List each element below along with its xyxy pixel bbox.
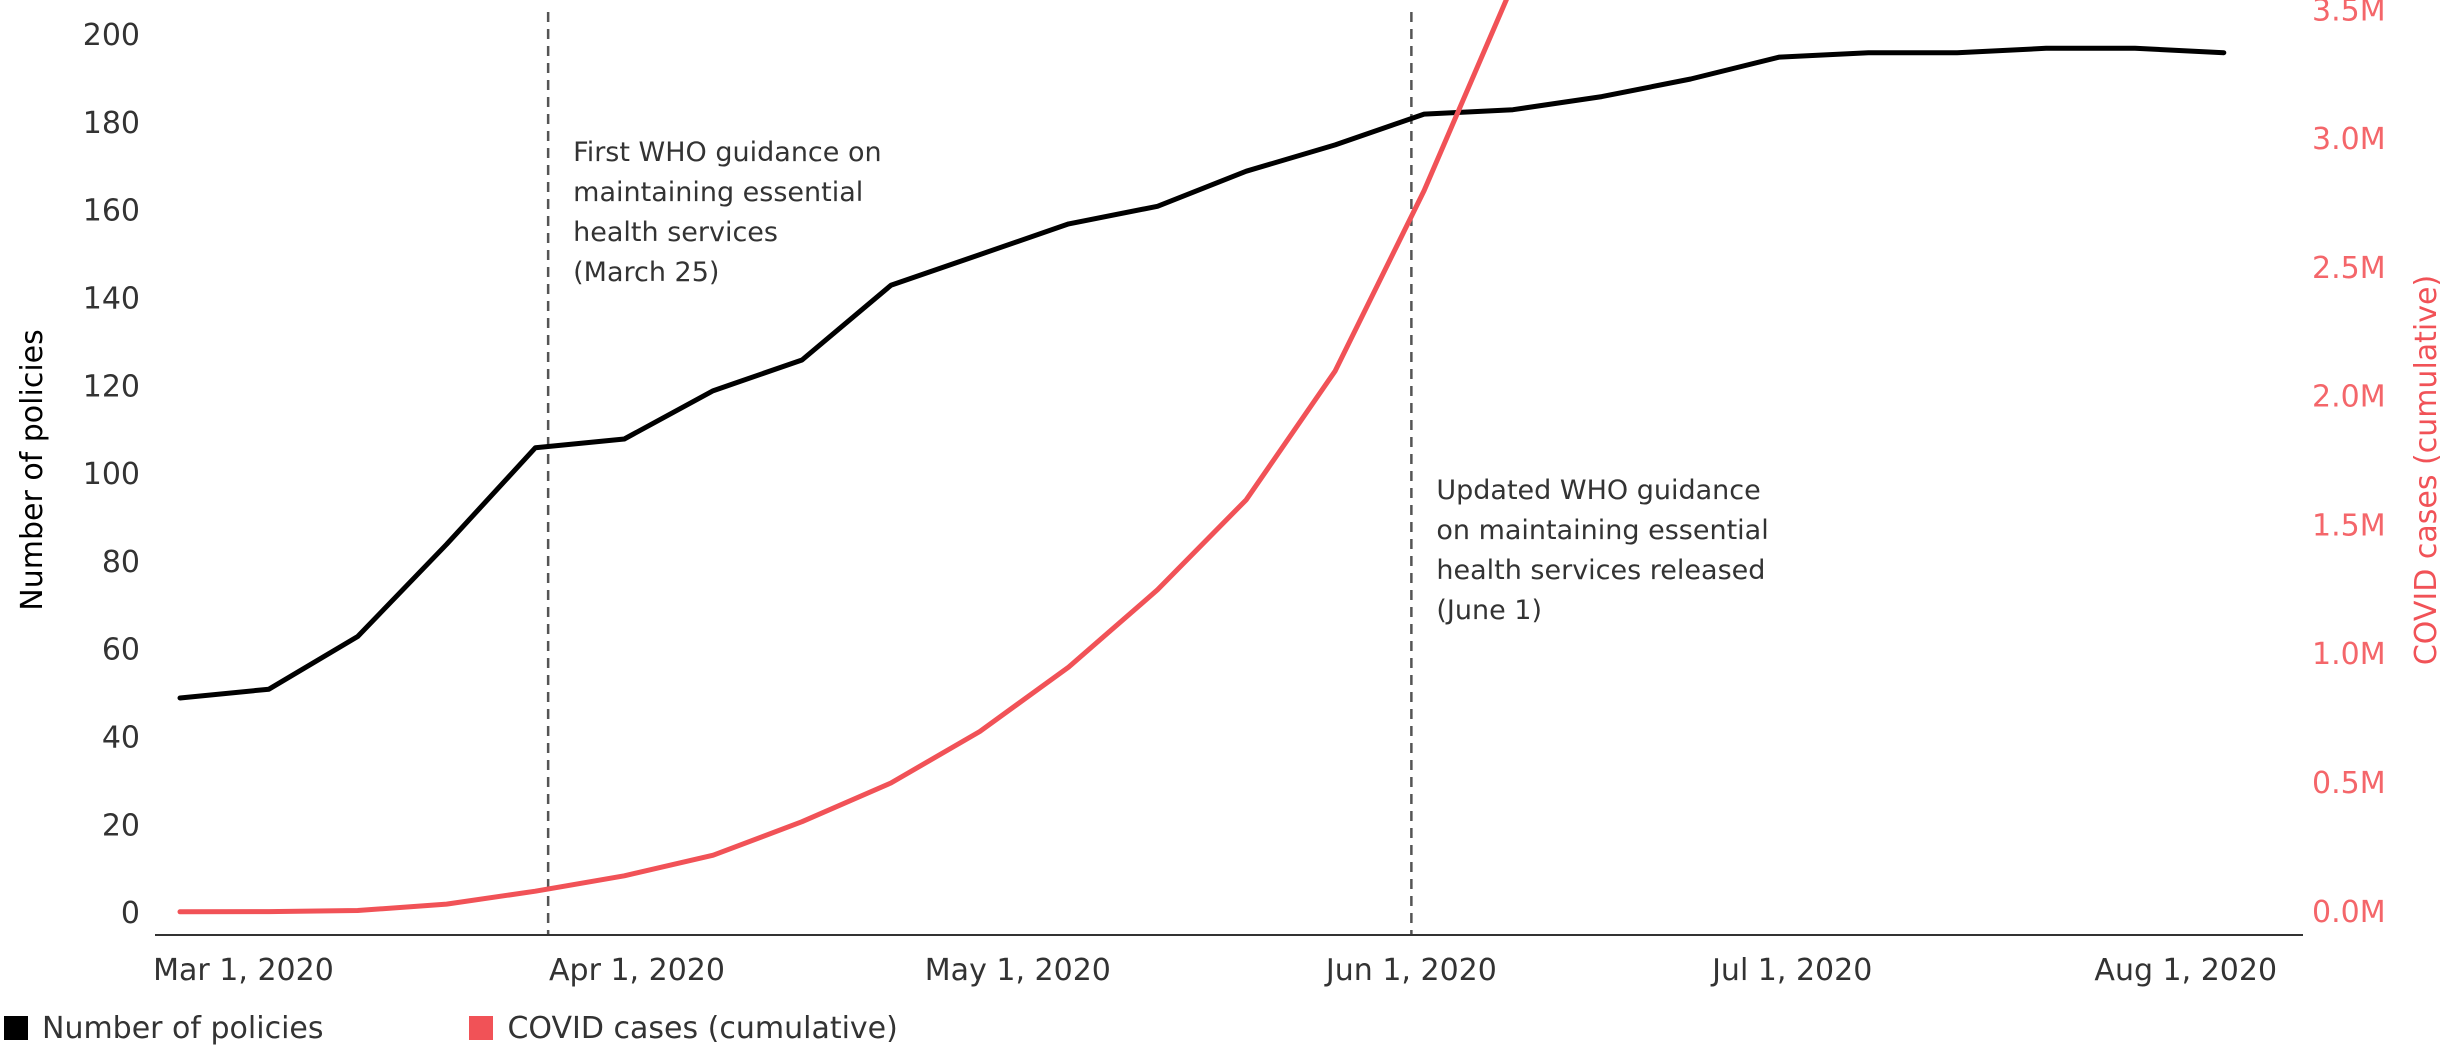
reference-lines	[546, 12, 1413, 935]
annotations: First WHO guidance on maintaining essenti…	[573, 137, 1769, 626]
left-tick-label-0: 0	[121, 896, 140, 931]
x-tick-label-aug-1-2020: Aug 1, 2020	[2094, 953, 2277, 988]
right-axis-ticks: 0.0M 0.5M 1.0M 1.5M 2.0M 2.5M 3.0M 3.5M	[2312, 0, 2386, 930]
right-tick-label-0-0m: 0.0M	[2312, 895, 2386, 930]
right-tick-label-2-5m: 2.5M	[2312, 251, 2386, 286]
x-tick-label-apr-1-2020: Apr 1, 2020	[549, 953, 725, 988]
left-tick-label-20: 20	[102, 808, 140, 843]
left-tick-label-80: 80	[102, 545, 140, 580]
right-tick-label-1-0m: 1.0M	[2312, 637, 2386, 672]
annotation-1: First WHO guidance on maintaining essenti…	[573, 137, 881, 288]
series-line-number-of-policies	[177, 45, 2227, 701]
legend-item-policies: Number of policies	[4, 1011, 323, 1046]
legend: Number of policies COVID cases (cumulati…	[4, 1008, 898, 1048]
left-axis-ticks: 0 20 40 60 80 100 120 140 160 180 200	[83, 18, 140, 931]
x-axis-ticks: Mar 1, 2020 Apr 1, 2020 May 1, 2020 Jun 1, …	[153, 953, 2277, 988]
left-tick-label-40: 40	[102, 720, 140, 755]
series-line-covid-cases-cumulative	[177, 0, 1509, 915]
annotation-2-line-1: Updated WHO guidance	[1436, 475, 1760, 506]
left-tick-label-100: 100	[83, 457, 140, 492]
legend-swatch-covid-cases	[469, 1016, 494, 1040]
annotation-1-line-4: (March 25)	[573, 257, 719, 288]
left-tick-label-60: 60	[102, 633, 140, 668]
annotation-2-line-2: on maintaining essential	[1436, 515, 1768, 546]
right-tick-label-2-0m: 2.0M	[2312, 380, 2386, 415]
right-tick-label-1-5m: 1.5M	[2312, 508, 2386, 543]
annotation-1-line-2: maintaining essential	[573, 177, 863, 208]
x-tick-label-jul-1-2020: Jul 1, 2020	[1710, 953, 1872, 988]
legend-swatch-policies	[4, 1016, 28, 1040]
annotation-2-line-4: (June 1)	[1436, 595, 1542, 626]
x-tick-label-jun-1-2020: Jun 1, 2020	[1324, 953, 1497, 988]
left-tick-label-180: 180	[83, 106, 140, 141]
left-tick-label-200: 200	[83, 18, 140, 53]
x-tick-label-mar-1-2020: Mar 1, 2020	[153, 953, 334, 988]
x-tick-label-may-1-2020: May 1, 2020	[925, 953, 1111, 988]
series-lines	[177, 0, 2227, 915]
left-tick-label-140: 140	[83, 281, 140, 316]
right-tick-label-3-5m: 3.5M	[2312, 0, 2386, 28]
left-tick-label-160: 160	[83, 194, 140, 229]
right-tick-label-0-5m: 0.5M	[2312, 766, 2386, 801]
right-tick-label-3-0m: 3.0M	[2312, 122, 2386, 157]
legend-label-policies: Number of policies	[42, 1010, 324, 1046]
annotation-1-line-1: First WHO guidance on	[573, 137, 881, 168]
annotation-2: Updated WHO guidance on maintaining essen…	[1436, 475, 1768, 626]
right-axis-title: COVID cases (cumulative)	[2409, 275, 2444, 665]
legend-label-covid-cases: COVID cases (cumulative)	[507, 1010, 898, 1046]
left-axis-title: Number of policies	[15, 329, 50, 610]
left-tick-label-120: 120	[83, 369, 140, 404]
legend-item-covid-cases: COVID cases (cumulative)	[469, 1010, 898, 1046]
annotation-2-line-3: health services released	[1436, 555, 1765, 586]
annotation-1-line-3: health services	[573, 217, 778, 248]
